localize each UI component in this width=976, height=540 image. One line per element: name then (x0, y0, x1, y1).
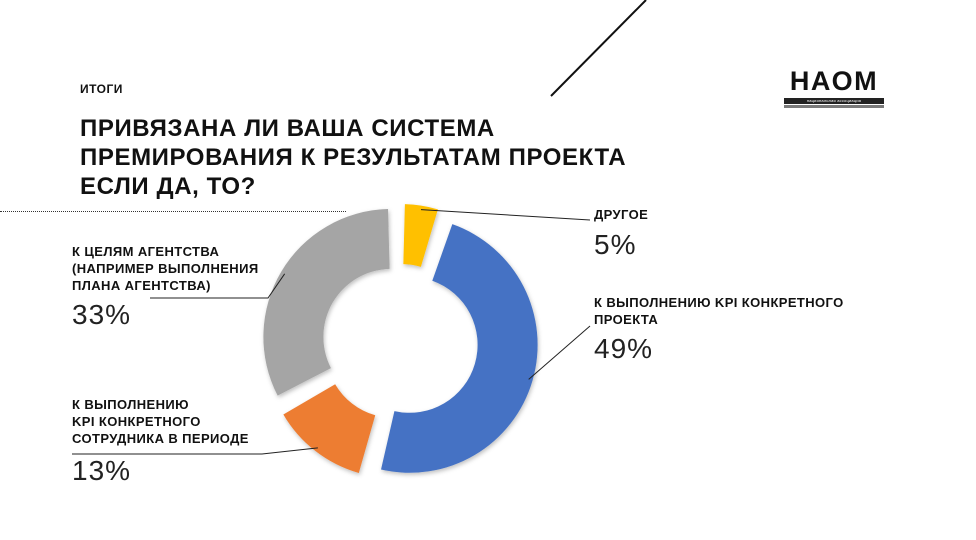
label-agency-goals: К ЦЕЛЯМ АГЕНТСТВА (НАПРИМЕР ВЫПОЛНЕНИЯ П… (72, 244, 259, 293)
value-other: 5% (594, 229, 637, 260)
label-employee-kpi: К ВЫПОЛНЕНИЮ KPI КОНКРЕТНОГО СОТРУДНИКА … (72, 397, 249, 446)
slice-project-kpi (381, 224, 538, 473)
value-agency-goals: 33% (72, 299, 132, 330)
slice-other (403, 204, 438, 267)
leader-line-project-kpi (528, 325, 591, 380)
slice-employee-kpi (283, 384, 376, 474)
logo-wordmark: НАОМ (789, 66, 879, 96)
decorative-diagonal-line (550, 0, 647, 97)
section-label: ИТОГИ (80, 82, 123, 96)
slice-agency-goals (263, 208, 390, 396)
dotted-divider (0, 211, 346, 212)
leader-line-other (420, 209, 591, 221)
slide-title: ПРИВЯЗАНА ЛИ ВАША СИСТЕМА ПРЕМИРОВАНИЯ К… (80, 114, 626, 201)
title-line-2: ПРЕМИРОВАНИЯ К РЕЗУЛЬТАТАМ ПРОЕКТА (80, 144, 627, 171)
value-project-kpi: 49% (594, 333, 654, 364)
logo-subtitle-bar (784, 105, 884, 108)
leader-line-employee-kpi (72, 447, 318, 455)
value-employee-kpi: 13% (72, 455, 132, 486)
label-other: ДРУГОЕ (594, 207, 649, 222)
title-line-3: ЕСЛИ ДА, ТО? (80, 173, 256, 200)
naom-logo: НАОМ национальная ассоциация (784, 66, 884, 108)
label-project-kpi: К ВЫПОЛНЕНИЮ KPI КОНКРЕТНОГО ПРОЕКТА (594, 295, 844, 327)
logo-subtitle: национальная ассоциация (784, 98, 884, 104)
title-line-1: ПРИВЯЗАНА ЛИ ВАША СИСТЕМА (80, 115, 495, 142)
leader-line-agency-goals (150, 273, 286, 299)
